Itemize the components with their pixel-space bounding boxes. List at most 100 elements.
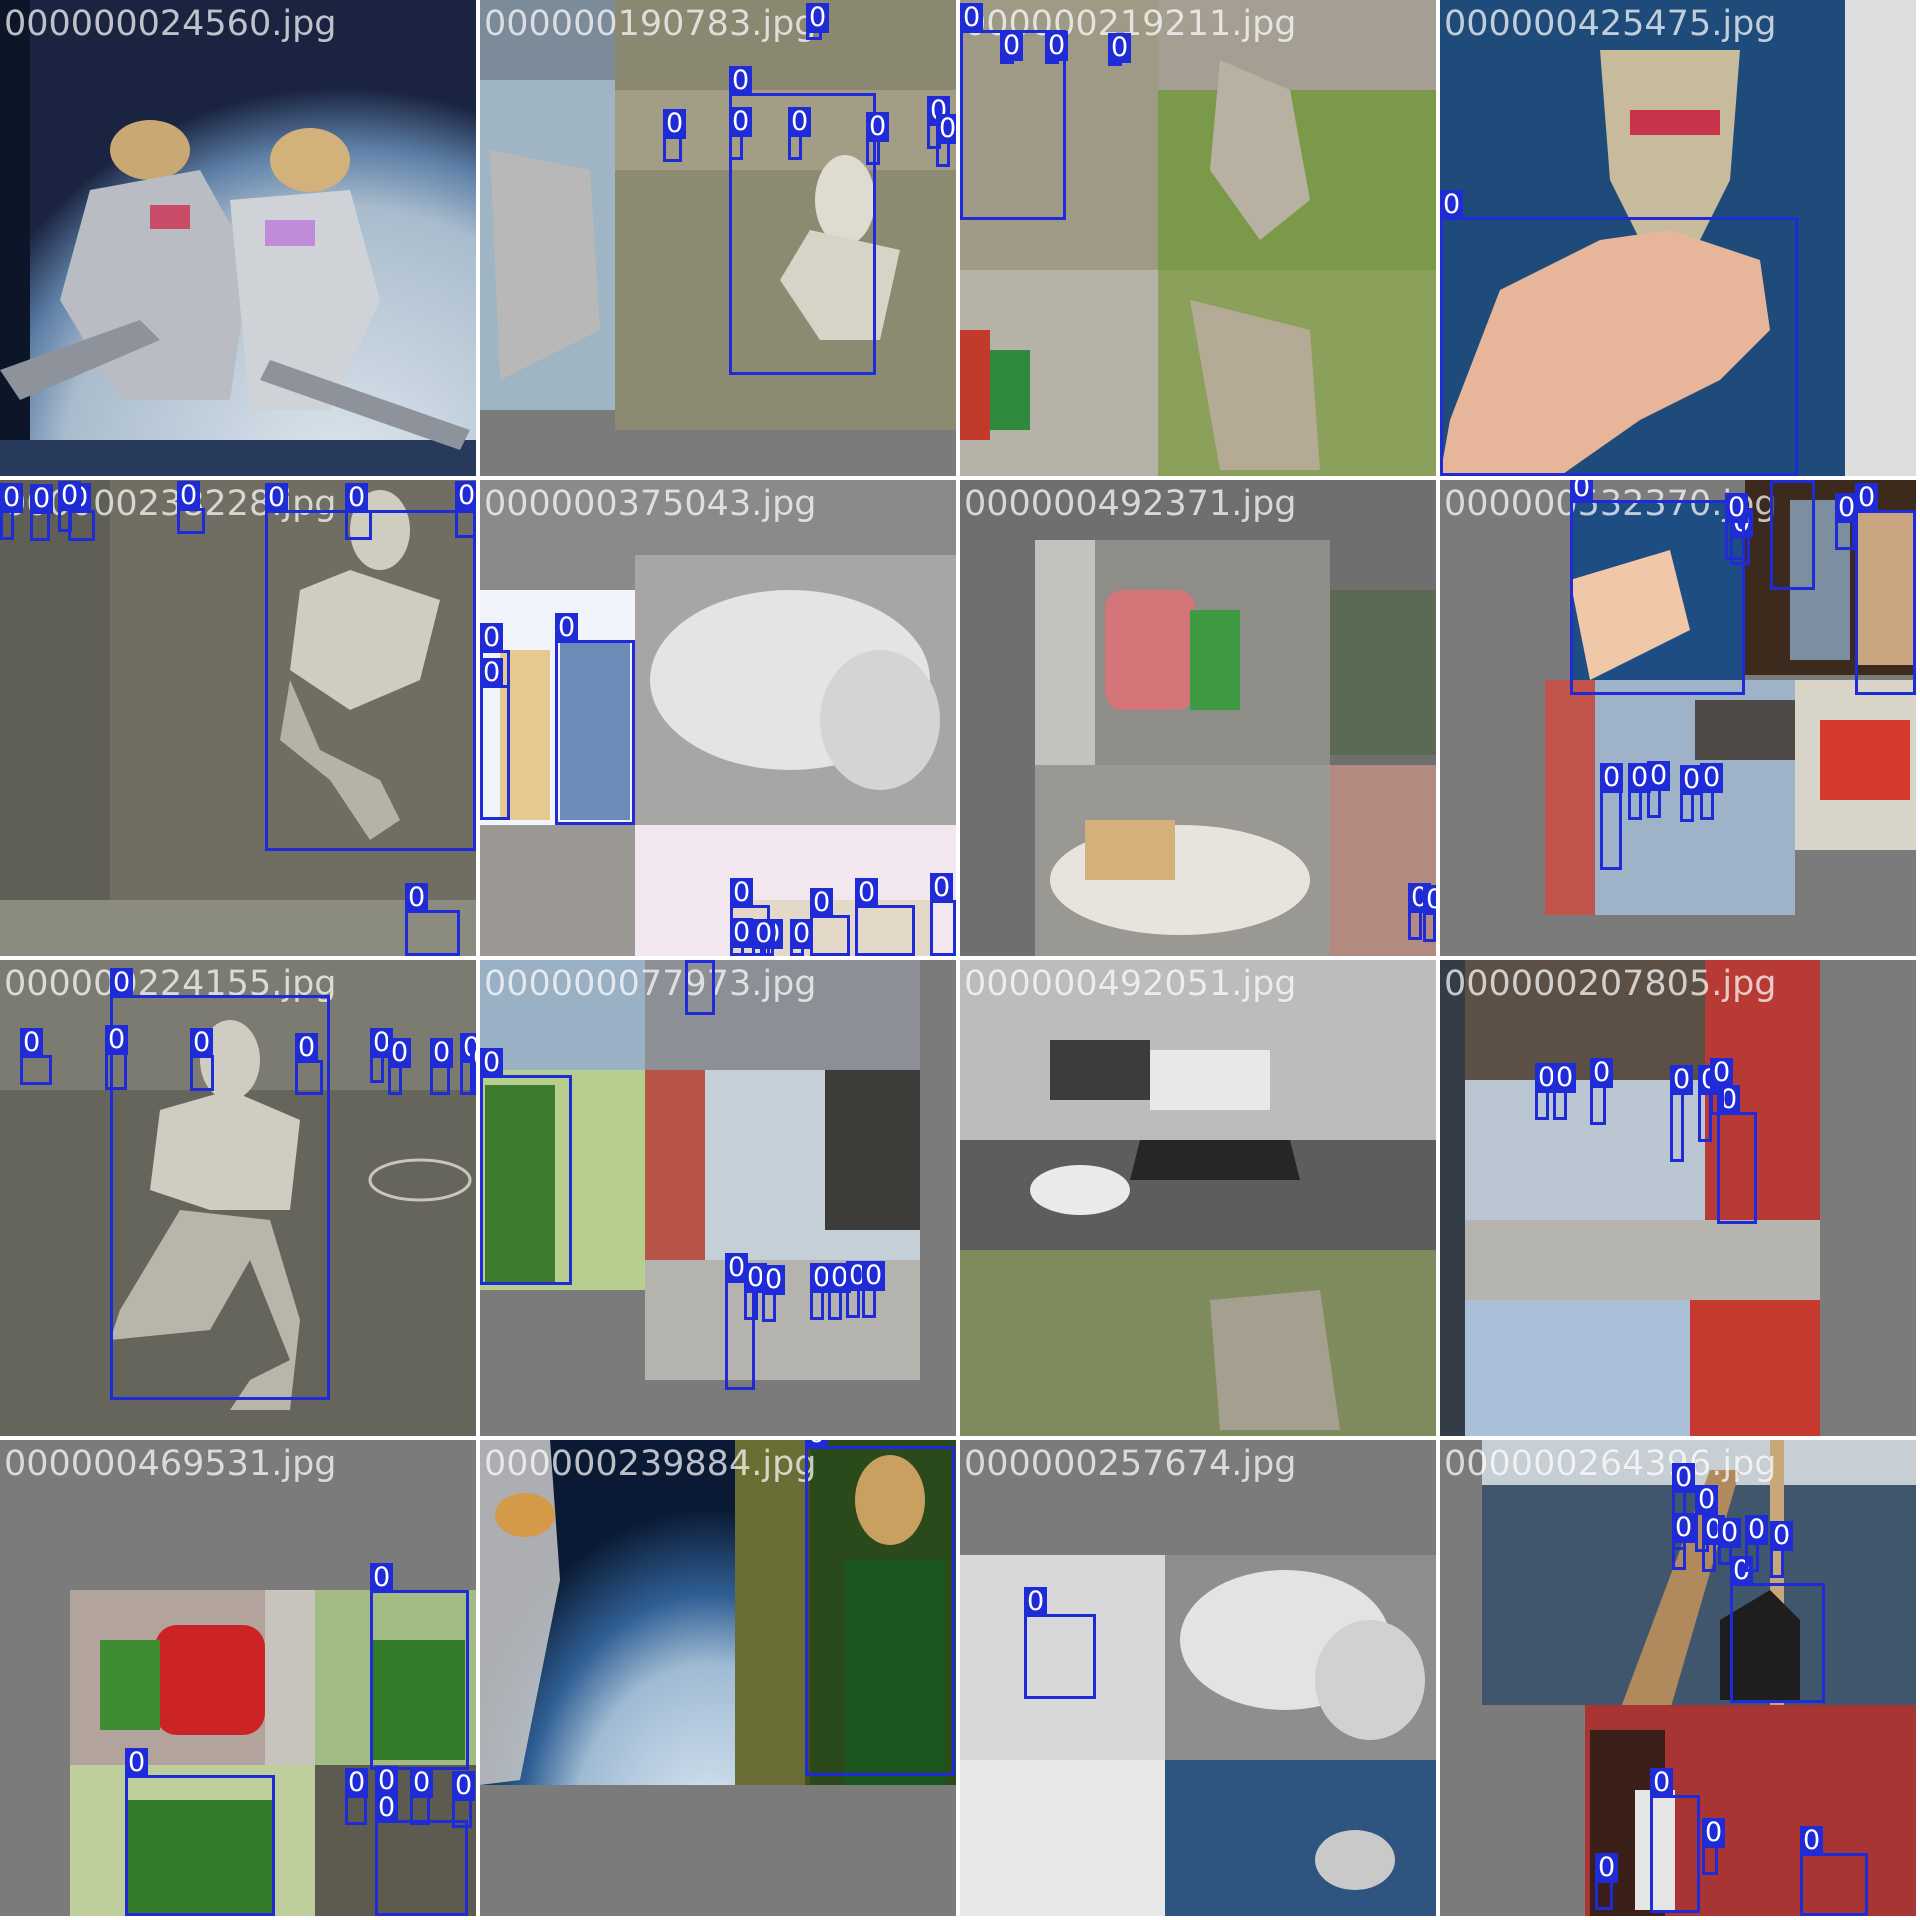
detection-label: 0 (1680, 765, 1704, 795)
tile-image (1440, 0, 1916, 476)
detection-box: 0 (1570, 480, 1745, 695)
detection-box: 0 (1855, 483, 1916, 695)
detection-box: 0 (1045, 31, 1069, 64)
detection-box: 0 (1717, 1085, 1757, 1224)
mosaic-tile: 000000257674.jpg 0 (960, 1440, 1436, 1916)
mosaic-tile: 000000469531.jpg 0 0 0 0 0 0 0 (0, 1440, 476, 1916)
detection-box: 0 (752, 919, 776, 956)
detection-box: 0 (388, 1038, 412, 1095)
detection-label: 0 (725, 1253, 749, 1283)
detection-box: 0 (866, 112, 890, 165)
detection-box: 0 (470, 1043, 476, 1095)
detection-label: 0 (1695, 1485, 1719, 1515)
detection-label: 0 (1595, 1853, 1619, 1883)
tile-filename: 000000375043.jpg (484, 484, 817, 524)
tile-filename: 000000207805.jpg (1444, 964, 1777, 1004)
detection-box: 0 (790, 919, 814, 956)
detection-label: 0 (58, 481, 82, 511)
mosaic-tile: 000000024560.jpg (0, 0, 476, 476)
detection-label: 0 (1024, 1587, 1048, 1617)
detection-box: 0 (1770, 480, 1815, 590)
detection-box: 0 (729, 107, 753, 160)
detection-label: 0 (480, 623, 504, 653)
detection-label: 0 (105, 1025, 129, 1055)
detection-label: 0 (729, 66, 753, 96)
detection-label: 0 (0, 483, 24, 513)
detection-box: 0 (1553, 1063, 1577, 1120)
detection-label: 0 (1535, 1063, 1559, 1093)
mosaic-tile: 000000425475.jpg 0 (1440, 0, 1916, 476)
detection-label: 0 (30, 484, 54, 514)
detection-label: 0 (752, 919, 776, 949)
detection-box: 0 (744, 1263, 768, 1320)
mosaic-tile: 000000219211.jpg 0 0 0 0 (960, 0, 1436, 476)
detection-box: 0 (730, 918, 754, 956)
detection-box: 0 (855, 878, 915, 956)
detection-label: 0 (790, 919, 814, 949)
detection-label: 0 (730, 918, 754, 948)
mosaic-tile: 000000190783.jpg 0 0 0 0 0 0 0 0 (480, 0, 956, 476)
detection-label: 0 (1700, 763, 1724, 793)
detection-box: 0 (452, 1771, 476, 1828)
detection-label: 0 (936, 114, 956, 144)
detection-label: 0 (1570, 480, 1594, 503)
detection-label: 0 (866, 112, 890, 142)
detection-box: 0 (1628, 763, 1652, 820)
detection-label: 0 (1045, 31, 1069, 61)
detection-label: 0 (805, 1440, 829, 1449)
detection-box: 0 (1770, 1521, 1794, 1578)
detection-label: 0 (480, 658, 504, 688)
detection-box: 0 (20, 1028, 52, 1085)
detection-label: 0 (1770, 1521, 1794, 1551)
detection-label: 0 (480, 1048, 504, 1078)
detection-box: 0 (1650, 1768, 1700, 1913)
detection-label: 0 (190, 1028, 214, 1058)
tile-filename: 000000024560.jpg (4, 4, 337, 44)
detection-box: 0 (105, 1025, 129, 1090)
detection-box: 0 (762, 1265, 786, 1322)
detection-box: 0 (1024, 1587, 1096, 1699)
detection-label: 0 (862, 1261, 886, 1291)
detection-label: 0 (810, 1263, 834, 1293)
detection-label: 0 (1702, 1818, 1726, 1848)
detection-label: 0 (345, 1768, 369, 1798)
detection-box: 0 (555, 613, 635, 825)
tile-image (480, 960, 956, 1436)
detection-box: 0 (1595, 1853, 1619, 1910)
mosaic-tile: 000000207805.jpg 0 0 0 0 0 0 0 (1440, 960, 1916, 1436)
mosaic-tile: 000000532370.jpg 0 0 0 0 0 0 0 0 0 0 0 (1440, 480, 1916, 956)
detection-box: 0 (1800, 1826, 1868, 1916)
detection-label: 0 (20, 1028, 44, 1058)
detection-box: 0 (810, 888, 850, 956)
detection-label: 0 (1628, 763, 1652, 793)
detection-label: 0 (855, 878, 879, 908)
detection-box: 0 (828, 1263, 852, 1320)
detection-label: 0 (1000, 31, 1024, 61)
detection-box: 0 (410, 1768, 434, 1825)
detection-label: 0 (1423, 885, 1436, 915)
detection-box: 0 (1600, 763, 1624, 870)
detection-label: 0 (1725, 493, 1749, 523)
detection-box: 0 (1702, 1818, 1726, 1875)
detection-box: 0 (810, 1263, 834, 1320)
detection-label: 0 (555, 613, 579, 643)
detection-box: 0 (685, 960, 715, 1015)
detection-label: 0 (788, 107, 812, 137)
tile-image (960, 960, 1436, 1436)
detection-box: 0 (1647, 761, 1671, 818)
tile-image (1440, 480, 1916, 956)
detection-label: 0 (1650, 1768, 1674, 1798)
detection-box: 0 (1408, 883, 1432, 940)
detection-label: 0 (452, 1771, 476, 1801)
detection-box: 0 (480, 1048, 572, 1285)
detection-label: 0 (455, 481, 476, 511)
detection-box: 0 (265, 483, 476, 851)
tile-filename: 000000492371.jpg (964, 484, 1297, 524)
detection-label: 0 (388, 1038, 412, 1068)
detection-label: 0 (110, 968, 134, 998)
detection-box: 0 (1700, 763, 1724, 820)
tile-filename: 000000077973.jpg (484, 964, 817, 1004)
mosaic-tile: 000000492051.jpg (960, 960, 1436, 1436)
tile-image (480, 1440, 956, 1916)
